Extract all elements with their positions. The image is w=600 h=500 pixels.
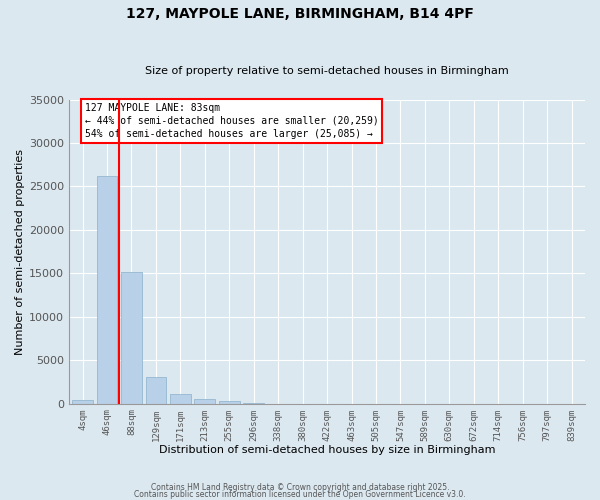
Bar	[146, 377, 166, 404]
Bar	[170, 394, 191, 404]
Bar	[219, 400, 239, 404]
Y-axis label: Number of semi-detached properties: Number of semi-detached properties	[15, 148, 25, 354]
X-axis label: Distribution of semi-detached houses by size in Birmingham: Distribution of semi-detached houses by …	[159, 445, 496, 455]
Title: Size of property relative to semi-detached houses in Birmingham: Size of property relative to semi-detach…	[145, 66, 509, 76]
Bar	[72, 400, 93, 404]
Text: 127, MAYPOLE LANE, BIRMINGHAM, B14 4PF: 127, MAYPOLE LANE, BIRMINGHAM, B14 4PF	[126, 8, 474, 22]
Text: Contains public sector information licensed under the Open Government Licence v3: Contains public sector information licen…	[134, 490, 466, 499]
Bar	[121, 272, 142, 404]
Bar	[194, 400, 215, 404]
Text: Contains HM Land Registry data © Crown copyright and database right 2025.: Contains HM Land Registry data © Crown c…	[151, 484, 449, 492]
Bar	[97, 176, 118, 404]
Text: 127 MAYPOLE LANE: 83sqm
← 44% of semi-detached houses are smaller (20,259)
54% o: 127 MAYPOLE LANE: 83sqm ← 44% of semi-de…	[85, 102, 379, 139]
Bar	[244, 403, 264, 404]
